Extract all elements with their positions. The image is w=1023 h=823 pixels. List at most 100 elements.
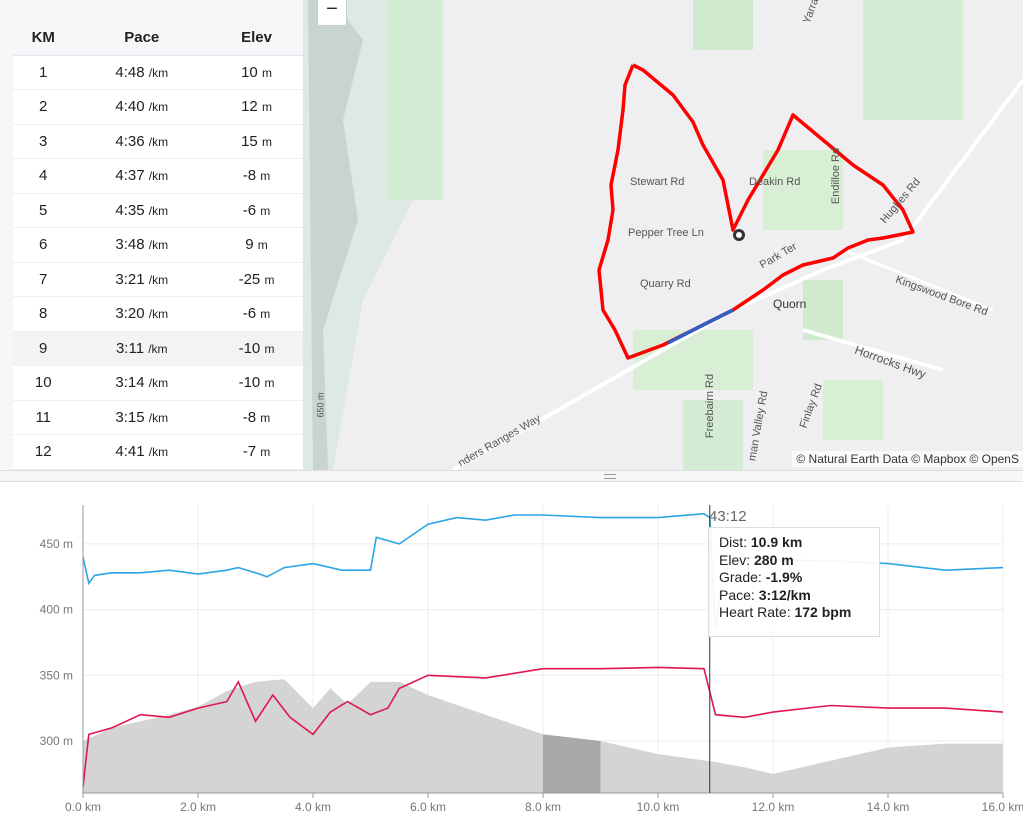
split-row[interactable]: 6 3:48 /km 9 m [13, 227, 303, 263]
elev-value: -10 [238, 339, 261, 357]
pace-unit: /km [148, 100, 169, 115]
resize-handle[interactable] [0, 470, 1023, 482]
map-label: Stewart Rd [630, 176, 685, 188]
split-km: 7 [13, 262, 74, 297]
split-row[interactable]: 12 4:41 /km -7 m [13, 434, 303, 470]
route-map[interactable]: − Stewart Rd Deakin Rd Endilloe Rd Hughe… [303, 0, 1023, 470]
column-header[interactable]: KM [13, 20, 74, 56]
split-pace: 4:36 /km [73, 124, 211, 159]
elev-unit: m [257, 238, 268, 253]
elev-unit: m [261, 100, 272, 115]
split-elev: 10 m [210, 55, 303, 90]
road [842, 248, 994, 312]
pace-unit: /km [148, 203, 169, 218]
elev-value: -8 [242, 408, 257, 426]
split-pace: 3:14 /km [73, 365, 211, 401]
selected-segment [667, 308, 734, 345]
split-km: 10 [13, 365, 74, 401]
split-row[interactable]: 8 3:20 /km -6 m [13, 296, 303, 332]
elev-unit: m [260, 410, 271, 425]
split-elev: 9 m [210, 227, 303, 263]
elev-unit: m [260, 307, 271, 322]
map-label: Deakin Rd [749, 176, 801, 188]
split-km: 5 [13, 193, 74, 228]
pace-value: 3:21 [115, 270, 145, 288]
split-elev: -8 m [210, 400, 303, 435]
selected-range [543, 734, 601, 793]
elev-unit: m [260, 203, 271, 218]
elev-value: -6 [242, 305, 257, 323]
map-label: 650 m [315, 392, 326, 418]
split-row[interactable]: 7 3:21 /km -25 m [13, 262, 303, 297]
split-row[interactable]: 9 3:11 /km -10 m [13, 331, 303, 366]
y-tick-label: 400 m [40, 603, 73, 617]
elev-value: -7 [242, 443, 257, 461]
zoom-out-button[interactable]: − [317, 0, 347, 26]
map-label: Freebairn Rd [704, 373, 717, 439]
tooltip-key: Grade: [719, 569, 766, 585]
pace-value: 3:15 [115, 408, 145, 426]
park-area [693, 0, 753, 50]
tooltip-value: 280 m [754, 551, 794, 568]
tooltip-row: Dist: 10.9 km [719, 534, 869, 552]
split-elev: -7 m [210, 434, 303, 470]
map-label: Quarry Rd [640, 278, 691, 290]
x-tick-label: 8.0 km [525, 800, 561, 814]
split-row[interactable]: 5 4:35 /km -6 m [13, 193, 303, 228]
pace-unit: /km [148, 376, 169, 391]
activity-chart[interactable]: 450 m 400 m 350 m 300 m 0.0 km 2.0 km 4.0 km 6.… [0, 482, 1023, 823]
x-tick-label: 12.0 km [752, 800, 795, 814]
park-area [763, 150, 843, 230]
tooltip-row: Elev: 280 m [719, 552, 869, 570]
map-label: Quorn [773, 297, 807, 311]
split-elev: -10 m [210, 331, 303, 366]
split-row[interactable]: 1 4:48 /km 10 m [13, 55, 303, 90]
pace-value: 4:48 [115, 63, 145, 81]
elev-unit: m [264, 341, 275, 356]
pace-unit: /km [148, 410, 169, 425]
x-tick-label: 4.0 km [295, 800, 331, 814]
x-tick-label: 6.0 km [410, 800, 446, 814]
tooltip-value: 172 bpm [794, 604, 852, 620]
y-tick-label: 450 m [40, 537, 73, 551]
split-row[interactable]: 2 4:40 /km 12 m [13, 89, 303, 125]
y-tick-label: 300 m [40, 734, 73, 748]
split-pace: 4:40 /km [73, 89, 211, 125]
split-row[interactable]: 3 4:36 /km 15 m [13, 124, 303, 159]
tooltip-key: Pace: [719, 586, 759, 603]
park-area [388, 0, 443, 200]
pace-unit: /km [148, 169, 169, 184]
map-label: Pepper Tree Ln [628, 227, 704, 239]
pace-value: 4:40 [115, 98, 145, 116]
y-tick-label: 350 m [40, 668, 73, 682]
elev-value: -25 [238, 270, 261, 288]
split-km: 2 [13, 89, 74, 125]
map-attribution[interactable]: © Natural Earth Data © Mapbox © OpenS [792, 451, 1023, 467]
pace-value: 3:11 [115, 339, 145, 357]
column-header[interactable]: Elev [210, 20, 303, 56]
x-tick-label: 0.0 km [65, 800, 101, 814]
elev-value: 15 [241, 132, 258, 150]
elev-value: -6 [242, 201, 257, 219]
split-elev: -8 m [210, 158, 303, 194]
tooltip-row: Grade: -1.9% [719, 569, 869, 587]
pace-unit: /km [148, 445, 169, 460]
x-tick-label: 2.0 km [180, 800, 216, 814]
elev-value: 10 [241, 63, 258, 81]
tooltip-row: Pace: 3:12/km [719, 587, 869, 605]
elev-unit: m [260, 169, 271, 184]
split-row[interactable]: 11 3:15 /km -8 m [13, 400, 303, 435]
split-pace: 4:35 /km [73, 193, 211, 228]
split-km: 4 [13, 158, 74, 194]
split-row[interactable]: 10 3:14 /km -10 m [13, 365, 303, 401]
split-km: 1 [13, 55, 74, 90]
split-pace: 3:15 /km [73, 400, 211, 435]
pace-unit: /km [148, 341, 168, 356]
route-line [597, 63, 915, 360]
pace-unit: /km [148, 272, 169, 287]
pace-unit: /km [148, 307, 169, 322]
split-km: 9 [13, 331, 74, 366]
column-header[interactable]: Pace [73, 20, 211, 56]
split-row[interactable]: 4 4:37 /km -8 m [13, 158, 303, 194]
tooltip-value: 3:12/km [758, 586, 811, 603]
